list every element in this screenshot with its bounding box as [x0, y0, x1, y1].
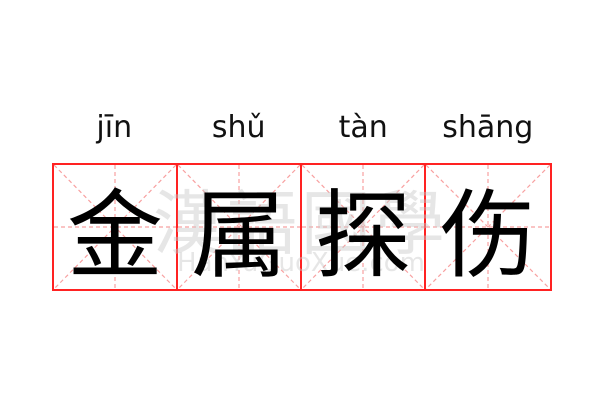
grid-guide-lines: [302, 165, 424, 289]
guide-line: [54, 165, 176, 289]
grid-guide-lines: [178, 165, 300, 289]
pinyin-1: jīn: [96, 110, 133, 145]
pinyin-3: tàn: [338, 110, 388, 145]
char-cell: 金: [54, 165, 178, 292]
tianzige-grid: 金 属 探 伤: [52, 163, 552, 292]
character-2: 属: [191, 179, 287, 292]
guide-line: [178, 165, 300, 289]
char-cell: 探: [302, 165, 426, 292]
char-cell: 伤: [426, 165, 550, 292]
char-cell: 属: [178, 165, 302, 292]
guide-line: [426, 165, 550, 289]
grid-guide-lines: [54, 165, 176, 289]
character-4: 伤: [440, 179, 536, 292]
pinyin-row: jīn shǔ tàn shāng: [52, 106, 550, 150]
pinyin-2: shǔ: [211, 110, 266, 145]
character-3: 探: [315, 179, 411, 292]
character-1: 金: [67, 179, 163, 292]
pinyin-4: shāng: [442, 110, 534, 145]
guide-line: [302, 165, 424, 289]
grid-guide-lines: [426, 165, 550, 289]
